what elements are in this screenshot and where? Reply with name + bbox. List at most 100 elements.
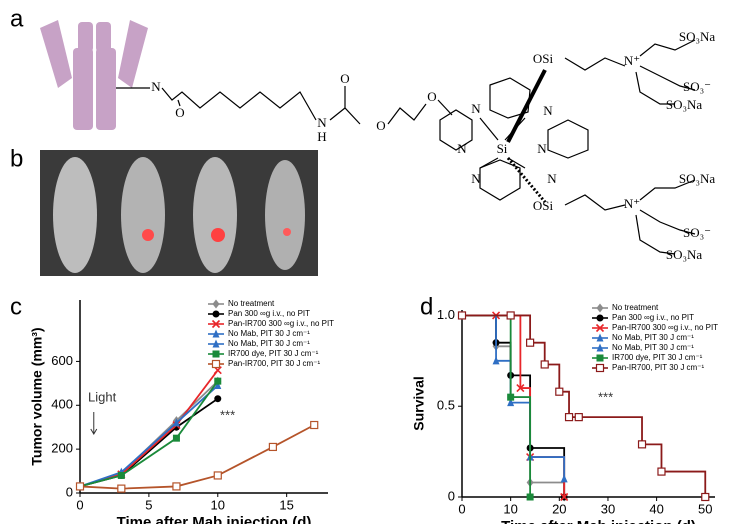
x-tick-label: 10 bbox=[211, 497, 225, 512]
series-line bbox=[462, 314, 566, 497]
x-axis-title: Time after Mab injection (d) bbox=[501, 518, 696, 524]
y-tick-label: 400 bbox=[51, 397, 73, 412]
x-axis-title: Time after Mab injection (d) bbox=[117, 514, 312, 524]
marker bbox=[516, 384, 525, 393]
series-line bbox=[79, 424, 315, 490]
chemical-bonds bbox=[116, 39, 696, 255]
x-tick-label: 30 bbox=[601, 501, 615, 516]
legend-label: No Mab, PIT 30 J cm⁻¹ bbox=[612, 343, 694, 352]
marker bbox=[574, 413, 583, 422]
marker bbox=[268, 442, 277, 452]
atom-label: OSi bbox=[533, 198, 554, 213]
atom-label: N bbox=[317, 115, 327, 130]
series-line bbox=[79, 397, 219, 488]
marker bbox=[214, 381, 222, 390]
atom-label: N⁺ bbox=[624, 196, 640, 211]
marker bbox=[211, 359, 221, 369]
marker bbox=[526, 493, 534, 501]
atom-label: SO₃⁻ bbox=[683, 225, 711, 240]
marker bbox=[457, 311, 467, 320]
legend-label: Pan-IR700 300 ∞g i.v., no PIT bbox=[612, 323, 718, 332]
marker bbox=[637, 440, 647, 449]
marker bbox=[596, 343, 604, 352]
marker bbox=[560, 474, 568, 483]
atom-label: SO₃Na bbox=[666, 247, 703, 262]
x-tick-label: 10 bbox=[503, 501, 517, 516]
marker bbox=[212, 299, 220, 309]
marker bbox=[117, 471, 125, 479]
annotation: *** bbox=[598, 389, 613, 404]
marker bbox=[214, 395, 222, 403]
y-tick-label: 0.5 bbox=[437, 398, 455, 413]
light-arrow bbox=[90, 412, 98, 435]
marker bbox=[213, 471, 222, 480]
x-tick-label: 50 bbox=[698, 501, 712, 516]
marker bbox=[212, 350, 220, 358]
marker bbox=[555, 387, 564, 396]
marker bbox=[212, 310, 220, 318]
x-tick-label: 0 bbox=[76, 497, 83, 512]
atom-label: SO₃Na bbox=[679, 29, 716, 44]
marker bbox=[507, 393, 515, 401]
series-line bbox=[79, 369, 219, 488]
legend-label: Pan-IR700, PIT 30 J cm⁻¹ bbox=[228, 359, 320, 368]
atom-label: SO₃Na bbox=[666, 97, 703, 112]
atom-label: N bbox=[543, 103, 553, 118]
marker bbox=[310, 420, 319, 430]
marker bbox=[507, 398, 515, 407]
marker bbox=[212, 339, 220, 348]
atom-label: O bbox=[340, 71, 349, 86]
marker bbox=[75, 482, 85, 491]
marker bbox=[657, 467, 666, 476]
legend-label: No treatment bbox=[228, 299, 275, 308]
marker bbox=[214, 377, 222, 385]
marker bbox=[596, 333, 604, 342]
panel-label: c bbox=[10, 293, 22, 320]
marker bbox=[212, 329, 220, 338]
atom-label: N bbox=[151, 79, 161, 94]
chart: 0 5 10 15 0 200 400 600 Time after Mab injection… bbox=[29, 299, 334, 524]
mouse-images bbox=[40, 150, 318, 276]
legend-label: No treatment bbox=[612, 303, 659, 312]
chart: 0 10 20 30 40 50 0 0.5 1.0 Time after Mab injecti… bbox=[411, 303, 718, 524]
marker bbox=[596, 303, 604, 313]
x-tick-label: 40 bbox=[649, 501, 663, 516]
series-line bbox=[79, 380, 219, 488]
y-tick-label: 1.0 bbox=[437, 307, 455, 322]
marker bbox=[596, 314, 604, 322]
atom-label: N bbox=[457, 141, 467, 156]
legend-label: IR700 dye, PIT 30 J cm⁻¹ bbox=[228, 349, 319, 358]
atom-label: O bbox=[175, 105, 184, 120]
x-tick-label: 15 bbox=[279, 497, 293, 512]
y-axis-title: Tumor volume (mm³) bbox=[29, 327, 45, 465]
marker bbox=[172, 434, 180, 442]
legend-label: No Mab, PIT 30 J cm⁻¹ bbox=[228, 329, 310, 338]
marker bbox=[596, 354, 604, 362]
marker bbox=[211, 319, 221, 329]
marker bbox=[526, 338, 535, 347]
series-line bbox=[462, 314, 707, 497]
legend-label: IR700 dye, PIT 30 J cm⁻¹ bbox=[612, 353, 703, 362]
marker bbox=[117, 484, 126, 493]
panel-label: d bbox=[420, 293, 433, 320]
atom-label: N bbox=[471, 171, 481, 186]
atom-label: N⁺ bbox=[624, 53, 640, 68]
legend-label: Pan-IR700 300 ∞g i.v., no PIT bbox=[228, 319, 334, 328]
atom-label: OSi bbox=[533, 51, 554, 66]
atom-label: SO₃⁻ bbox=[683, 79, 711, 94]
atom-label: O bbox=[427, 89, 436, 104]
marker bbox=[506, 311, 515, 320]
x-tick-label: 20 bbox=[552, 501, 566, 516]
marker bbox=[172, 482, 181, 491]
atom-label: Si bbox=[497, 141, 508, 156]
annotation: Light bbox=[88, 389, 117, 404]
marker bbox=[492, 356, 500, 365]
x-tick-label: 5 bbox=[145, 497, 152, 512]
x-tick-label: 0 bbox=[458, 501, 465, 516]
marker bbox=[560, 492, 569, 502]
series-line bbox=[462, 314, 566, 497]
y-tick-label: 200 bbox=[51, 441, 73, 456]
y-axis-title: Survival bbox=[411, 376, 427, 430]
